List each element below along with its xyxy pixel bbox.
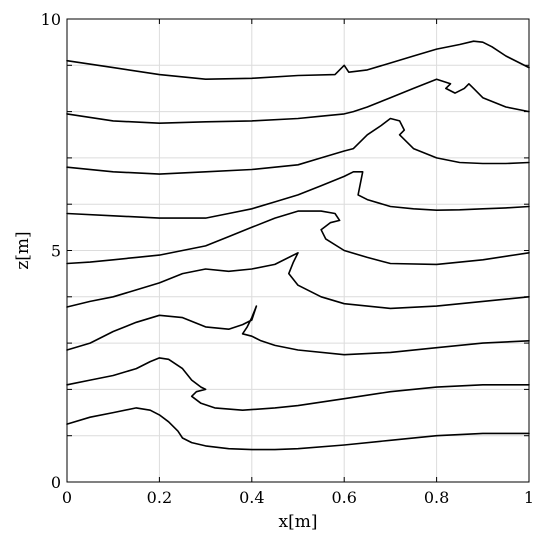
x-tick-label: 0.4 bbox=[239, 488, 264, 507]
x-tick-label: 0.6 bbox=[331, 488, 356, 507]
y-axis-label: z[m] bbox=[13, 231, 33, 269]
y-tick-label: 10 bbox=[41, 10, 61, 29]
wave-profile-line-8 bbox=[66, 78, 530, 124]
wave-profile-line-5 bbox=[66, 210, 530, 266]
wave-profile-line-6 bbox=[66, 171, 530, 219]
x-axis-label: x[m] bbox=[279, 512, 318, 532]
y-tick-label: 5 bbox=[51, 242, 61, 261]
x-tick-label: 0.2 bbox=[147, 488, 172, 507]
y-tick-label: 0 bbox=[51, 473, 61, 492]
wave-profile-line-7 bbox=[66, 117, 530, 175]
x-tick-label: 0.8 bbox=[424, 488, 449, 507]
wave-profile-line-9 bbox=[66, 40, 530, 80]
series-layer bbox=[66, 40, 530, 451]
tick-layer bbox=[66, 18, 530, 483]
wave-profile-line-2 bbox=[66, 357, 530, 411]
wave-profile-line-3 bbox=[66, 305, 530, 356]
x-tick-label: 0 bbox=[62, 488, 72, 507]
grid-layer bbox=[66, 18, 530, 483]
wave-profile-line-1 bbox=[66, 407, 530, 451]
wave-profile-line-4 bbox=[66, 252, 530, 310]
x-tick-label: 1 bbox=[524, 488, 534, 507]
